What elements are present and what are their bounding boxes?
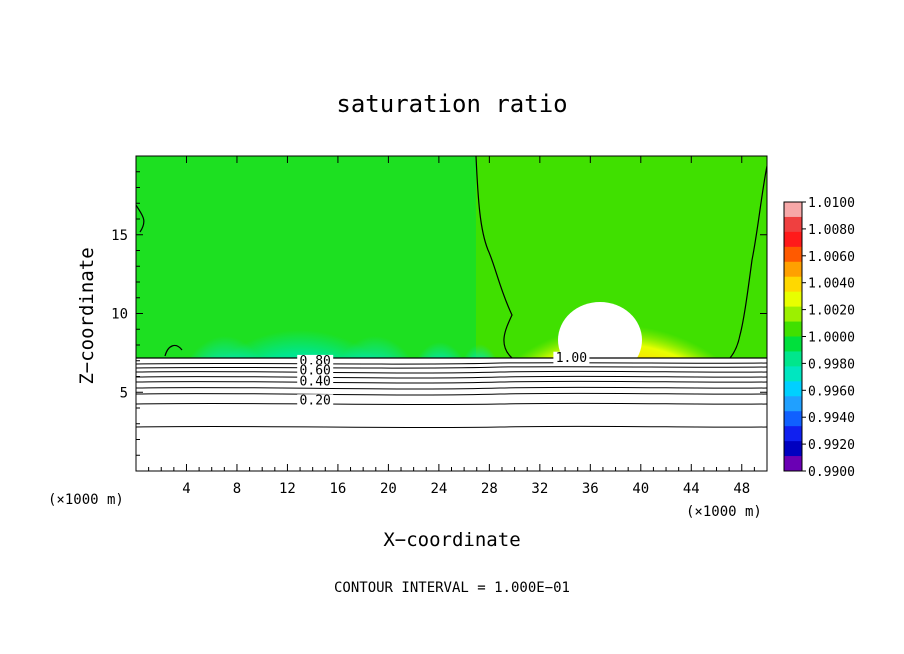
colorbar-swatch bbox=[784, 426, 802, 442]
x-axis-title: X−coordinate bbox=[383, 529, 520, 551]
colorbar-label: 1.0020 bbox=[808, 304, 855, 319]
colorbar-swatch bbox=[784, 351, 802, 367]
x-unit-label-left: (×1000 m) bbox=[48, 492, 124, 508]
contour-label: 0.40 bbox=[300, 374, 331, 389]
contour-line-060 bbox=[135, 375, 768, 379]
colorbar-label: 1.0100 bbox=[808, 196, 855, 211]
colorbar-label: 0.9960 bbox=[808, 384, 855, 399]
contour-label: 1.00 bbox=[556, 351, 587, 366]
lower-background bbox=[136, 358, 767, 471]
y-tick-label: 10 bbox=[111, 307, 128, 323]
contour-line-040 bbox=[135, 386, 768, 390]
x-tick-label: 20 bbox=[380, 481, 397, 497]
contour-line-050 bbox=[135, 380, 768, 384]
unity-contour-bump bbox=[164, 344, 183, 357]
y-tick-label: 15 bbox=[111, 228, 128, 244]
colorbar-swatch bbox=[784, 261, 802, 278]
colorbar-label: 0.9920 bbox=[808, 438, 855, 453]
colorbar-swatch bbox=[784, 231, 802, 248]
contour-label-bg bbox=[297, 394, 334, 407]
colorbar-label: 1.0060 bbox=[808, 250, 855, 265]
colorbar-swatch bbox=[784, 366, 802, 382]
colorbar-swatch bbox=[784, 396, 802, 412]
contour-labels: 0.800.600.400.201.00 bbox=[297, 351, 590, 408]
x-tick-label: 16 bbox=[329, 481, 346, 497]
colorbar-swatch bbox=[784, 321, 802, 337]
x-tick-label: 36 bbox=[582, 481, 599, 497]
colorbar-label: 0.9900 bbox=[808, 465, 855, 480]
y-axis-title: Z−coordinate bbox=[76, 247, 98, 384]
unity-contour-edge bbox=[136, 204, 145, 233]
x-tick-label: 8 bbox=[233, 481, 241, 497]
colorbar-swatch bbox=[784, 216, 802, 233]
x-axis-ticks: 4 8 12 16 20 24 28 32 36 40 44 48 bbox=[148, 156, 755, 497]
dry-plume-2 bbox=[170, 248, 280, 358]
contour-label-bg bbox=[297, 364, 334, 377]
contour-interval-note: CONTOUR INTERVAL = 1.000E−01 bbox=[334, 580, 570, 596]
colorbar-swatch bbox=[784, 246, 802, 263]
colorbar-swatch bbox=[784, 336, 802, 352]
x-tick-label: 12 bbox=[279, 481, 296, 497]
colorbar-label: 1.0080 bbox=[808, 223, 855, 238]
contour-label: 0.20 bbox=[300, 393, 331, 408]
x-tick-label: 4 bbox=[182, 481, 190, 497]
y-axis-ticks: 5 10 15 bbox=[111, 171, 767, 456]
contour-label-bg bbox=[553, 351, 590, 364]
colorbar-swatch bbox=[784, 306, 802, 323]
contour-label: 0.60 bbox=[300, 363, 331, 378]
x-unit-label-right: (×1000 m) bbox=[686, 504, 762, 520]
colorbar-label: 1.0040 bbox=[808, 277, 855, 292]
x-tick-label: 24 bbox=[430, 481, 447, 497]
contour-label-bg bbox=[297, 375, 334, 388]
supersaturated-core bbox=[558, 302, 642, 358]
colorbar-label: 1.0000 bbox=[808, 331, 855, 346]
x-tick-label: 44 bbox=[683, 481, 700, 497]
colorbar: 1.0100 1.0080 1.0060 1.0040 1.0020 1.0000 0.99… bbox=[783, 196, 855, 480]
contour-line-020 bbox=[135, 402, 768, 406]
colorbar-swatch bbox=[784, 411, 802, 427]
unity-contour-left bbox=[475, 156, 513, 358]
x-tick-label: 40 bbox=[632, 481, 649, 497]
contour-line-010 bbox=[135, 425, 768, 429]
colorbar-swatch bbox=[784, 381, 802, 397]
unity-contour-right bbox=[729, 165, 767, 358]
contour-line-090 bbox=[135, 362, 768, 365]
colorbar-swatch bbox=[784, 291, 802, 308]
contour-label-bg bbox=[297, 354, 334, 367]
filled-contour-region bbox=[136, 156, 767, 358]
colorbar-label: 0.9940 bbox=[808, 411, 855, 426]
x-tick-label: 28 bbox=[481, 481, 498, 497]
colorbar-swatch bbox=[784, 456, 802, 472]
colorbar-swatch bbox=[784, 202, 802, 218]
x-tick-label: 32 bbox=[531, 481, 548, 497]
contour-line-080 bbox=[135, 366, 768, 369]
dry-plume-3 bbox=[320, 248, 430, 358]
line-contour-region bbox=[135, 357, 768, 471]
contour-line-030 bbox=[135, 392, 768, 396]
moist-dome bbox=[452, 185, 767, 358]
y-tick-label: 5 bbox=[120, 385, 128, 401]
colorbar-swatch bbox=[784, 276, 802, 293]
x-tick-label: 48 bbox=[733, 481, 750, 497]
chart-title: saturation ratio bbox=[336, 90, 567, 118]
contour-line-070 bbox=[135, 370, 768, 374]
colorbar-label: 0.9980 bbox=[808, 357, 855, 372]
colorbar-swatch bbox=[784, 441, 802, 457]
